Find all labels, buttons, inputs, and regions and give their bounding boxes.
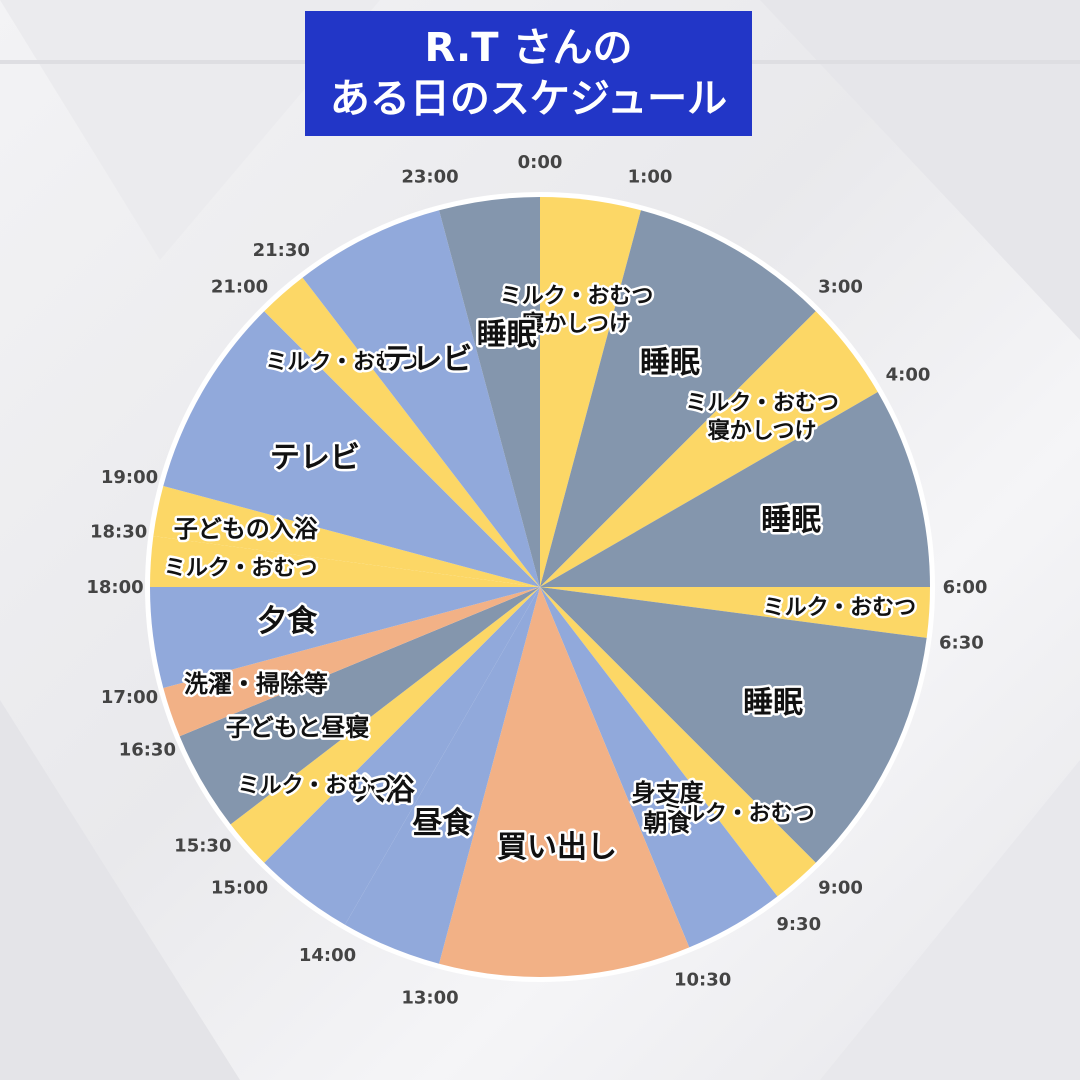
segment-label-text: 朝食 <box>644 809 693 837</box>
segment-label: 夕食 <box>255 601 321 641</box>
time-tick-label: 14:00 <box>299 945 356 966</box>
segment-label-text: 身支度 <box>632 779 705 807</box>
segment-label-text: ミルク・おむつ <box>238 774 392 799</box>
segment-label: 睡眠 <box>741 683 806 723</box>
time-tick-label: 0:00 <box>518 152 563 173</box>
segment-label-text: 睡眠 <box>761 503 821 538</box>
segment-label-text: 寝かしつけ <box>708 418 817 444</box>
time-tick-label: 13:00 <box>401 988 458 1009</box>
pie-slice <box>163 311 540 587</box>
segment-label-text: 睡眠 <box>477 318 537 353</box>
segment-label-text: 寝かしつけ <box>522 311 631 337</box>
segment-label-text: 買い出し <box>497 830 617 865</box>
segment-label: 睡眠 <box>474 315 539 355</box>
pie-slice <box>153 486 541 587</box>
pie-slice <box>540 587 930 638</box>
segment-label: 入浴 <box>352 770 418 810</box>
pie-slice <box>540 197 641 587</box>
segment-label-text: テレビ <box>382 342 472 377</box>
bg-facet <box>0 700 240 1080</box>
time-tick-label: 3:00 <box>818 276 863 297</box>
pie-slice <box>540 587 816 897</box>
segment-label-text: 子どもの入浴 <box>174 515 319 543</box>
pie-slice <box>540 311 878 587</box>
segment-label: テレビ <box>267 438 362 478</box>
segment-label: ミルク・おむつ <box>235 771 394 801</box>
segment-label: 洗濯・掃除等 <box>181 667 330 700</box>
time-tick-label: 15:00 <box>211 878 268 899</box>
pie-slice <box>540 587 927 863</box>
time-tick-label: 9:30 <box>776 914 821 935</box>
pie-slice <box>439 197 540 587</box>
segment-label-text: 洗濯・掃除等 <box>184 670 328 698</box>
time-tick-label: 18:00 <box>86 577 143 598</box>
segment-label-text: ミルク・おむつ <box>265 350 419 375</box>
time-tick-label: 6:00 <box>943 577 988 598</box>
segment-label: テレビ <box>380 339 475 379</box>
segment-label-text: 昼食 <box>412 806 473 841</box>
segment-label: 昼食 <box>410 804 476 844</box>
segment-label: ミルク・おむつ <box>161 554 320 584</box>
bg-facet <box>760 0 1080 340</box>
segment-label-text: ミルク・おむつ <box>164 556 318 581</box>
pie-slice <box>150 536 540 587</box>
time-tick-label: 18:30 <box>90 522 147 543</box>
bg-facet <box>820 760 1080 1080</box>
pie-slice <box>302 210 540 587</box>
segment-label: 買い出し <box>495 827 620 867</box>
segment-label: ミルク・おむつ <box>659 799 818 829</box>
time-tick-label: 19:00 <box>101 467 158 488</box>
title-banner: R.T さんの ある日のスケジュール <box>305 11 752 136</box>
segment-label-text: テレビ <box>270 441 360 476</box>
pie-slice <box>345 587 540 964</box>
pie-slice <box>540 210 816 587</box>
pie-slice <box>179 587 540 825</box>
title-line-2: ある日のスケジュール <box>329 76 728 122</box>
segment-label: ミルク・おむつ <box>263 348 422 378</box>
time-tick-label: 21:00 <box>211 276 268 297</box>
segment-label-text: 夕食 <box>257 604 318 639</box>
segment-label-text: ミルク・おむつ <box>500 284 654 309</box>
segment-label: 子どもの入浴 <box>171 512 321 545</box>
pie-slice <box>230 587 540 863</box>
time-tick-label: 21:30 <box>253 240 310 261</box>
segment-label-text: 睡眠 <box>743 685 803 720</box>
pie-slice <box>264 587 540 925</box>
segment-label-text: ミルク・おむつ <box>661 801 815 826</box>
time-tick-label: 16:30 <box>119 740 176 761</box>
segment-label-text: 子どもと昼寝 <box>226 713 370 741</box>
title-line-1: R.T さんの <box>424 25 633 71</box>
bg-facet <box>0 0 380 260</box>
segment-label: 睡眠 <box>638 343 703 383</box>
segment-label-text: 入浴 <box>355 773 416 808</box>
segment-label: 子どもと昼寝 <box>223 711 372 744</box>
pie-slice <box>439 587 690 977</box>
time-tick-label: 10:30 <box>674 970 731 991</box>
time-tick-label: 6:30 <box>939 632 984 653</box>
segment-label-text: 睡眠 <box>640 345 700 380</box>
pie-slice <box>540 587 778 948</box>
segment-label-text: ミルク・おむつ <box>763 595 917 620</box>
time-tick-label: 1:00 <box>628 166 673 187</box>
pie-slice <box>150 587 540 688</box>
segment-label-text: ミルク・おむつ <box>685 391 839 416</box>
time-tick-label: 23:00 <box>401 166 458 187</box>
segment-label: 睡眠 <box>759 501 824 541</box>
time-tick-label: 4:00 <box>886 365 931 386</box>
pie-slice <box>540 392 930 587</box>
time-tick-label: 15:30 <box>174 836 231 857</box>
pie-slice <box>264 277 540 587</box>
pie-slice <box>163 587 540 737</box>
time-tick-label: 9:00 <box>818 878 863 899</box>
time-tick-label: 17:00 <box>101 687 158 708</box>
segment-label: ミルク・おむつ <box>760 593 919 623</box>
